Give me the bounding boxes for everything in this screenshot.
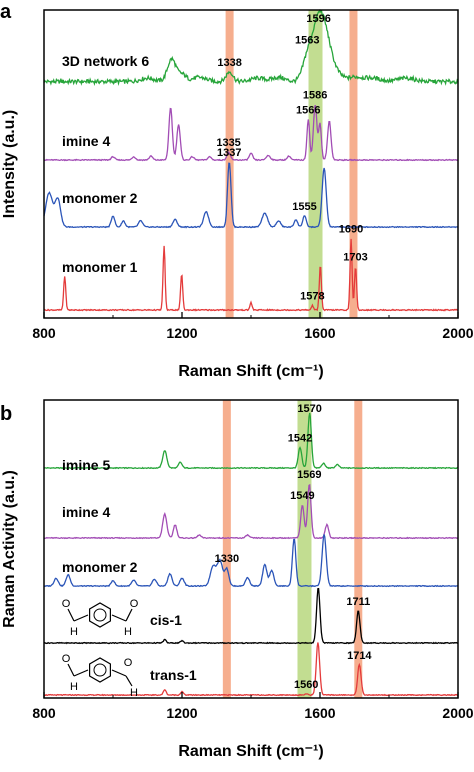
spectrum-line <box>43 8 459 86</box>
peak-label: 1549 <box>290 490 314 502</box>
peak-label: 1586 <box>303 90 327 102</box>
spectrum-line <box>43 104 459 162</box>
peak-label: 1569 <box>297 469 321 481</box>
bond <box>67 608 75 622</box>
trace-name: imine 5 <box>62 457 110 473</box>
peak-label: 1596 <box>306 13 330 25</box>
y-axis-label: Raman Activity (a.u.) <box>1 470 18 628</box>
benzene-ring <box>89 602 111 628</box>
peak-label: 1566 <box>296 105 320 117</box>
bond <box>111 614 127 622</box>
benzene-ring <box>89 657 111 683</box>
atom-glyph-icon: H <box>130 687 138 699</box>
panel-label: a <box>0 1 12 23</box>
highlight-band <box>354 400 363 698</box>
trace-name: imine 4 <box>62 133 110 149</box>
molecule-structure-icon: O H O H <box>62 598 139 638</box>
peak-label: 1703 <box>343 251 367 263</box>
ring-inner <box>93 608 107 622</box>
peak-label: 1330 <box>215 553 239 565</box>
x-tick-label: 1600 <box>304 705 335 721</box>
peak-label: 1560 <box>294 679 318 691</box>
peak-label: 1563 <box>295 34 319 46</box>
bond <box>111 669 127 677</box>
bond <box>73 669 89 677</box>
peak-label: 1542 <box>288 433 312 445</box>
peak-label: 1711 <box>346 596 370 608</box>
trace-name: monomer 2 <box>62 559 138 575</box>
bond <box>73 614 89 622</box>
peak-label: 1338 <box>217 57 241 69</box>
plot-frame <box>43 399 459 699</box>
x-tick-label: 2000 <box>442 705 473 721</box>
highlight-band <box>297 400 312 698</box>
peak-label: 1555 <box>292 201 316 213</box>
x-axis-label: Raman Shift (cm⁻¹) <box>178 743 323 760</box>
spectrum-line <box>43 587 459 645</box>
atom-glyph-icon: H <box>70 626 78 638</box>
trace-name: imine 4 <box>62 504 110 520</box>
x-tick-label: 1200 <box>166 325 197 341</box>
x-tick-label: 1600 <box>304 325 335 341</box>
spectrum-line <box>44 483 459 540</box>
x-tick-label: 2000 <box>442 325 473 341</box>
spectrum-line <box>43 162 459 229</box>
panel-a: 3D network 6 1338 1563 1596 imine 4 1335 1566 1… <box>0 1 474 380</box>
x-axis-label: Raman Shift (cm⁻¹) <box>178 363 323 380</box>
peak-label: 1337 <box>217 147 241 159</box>
atom-glyph-icon: O <box>130 598 139 610</box>
atom-glyph-icon: O <box>62 653 71 665</box>
atom-glyph-icon: H <box>70 681 78 693</box>
spectrum-line <box>43 412 459 470</box>
trace-name: 3D network 6 <box>62 53 149 69</box>
atom-glyph-icon: H <box>124 626 132 638</box>
bond <box>125 675 133 687</box>
trace-name: cis-1 <box>150 612 182 628</box>
x-tick-label: 1200 <box>166 705 197 721</box>
molecule-structure-icon: O H H O <box>62 653 138 699</box>
peak-label: 1570 <box>297 403 321 415</box>
ring-inner <box>93 663 107 677</box>
bond <box>125 608 133 622</box>
peak-label: 1690 <box>339 224 363 236</box>
highlight-band <box>349 10 358 318</box>
atom-glyph-icon: O <box>124 657 133 669</box>
panel-label: b <box>0 403 12 425</box>
y-axis-label: Intensity (a.u.) <box>1 110 18 218</box>
trace-name: monomer 2 <box>62 190 138 206</box>
atom-glyph-icon: O <box>62 598 71 610</box>
highlight-band <box>222 400 231 698</box>
highlight-band <box>308 10 323 318</box>
trace-name: monomer 1 <box>62 259 138 275</box>
spectrum-line <box>43 238 459 312</box>
peak-label: 1714 <box>347 650 372 662</box>
x-tick-label: 800 <box>32 705 56 721</box>
bond <box>67 663 75 677</box>
panel-b: imine 5 1542 1570 imine 4 1549 1569 monomer 2 1… <box>0 399 474 760</box>
trace-name: trans-1 <box>150 667 197 683</box>
spectrum-line <box>43 642 459 697</box>
peak-label: 1578 <box>300 291 324 303</box>
peak-label: 1335 <box>216 137 240 149</box>
spectrum-line <box>43 534 459 588</box>
x-tick-label: 800 <box>32 325 56 341</box>
